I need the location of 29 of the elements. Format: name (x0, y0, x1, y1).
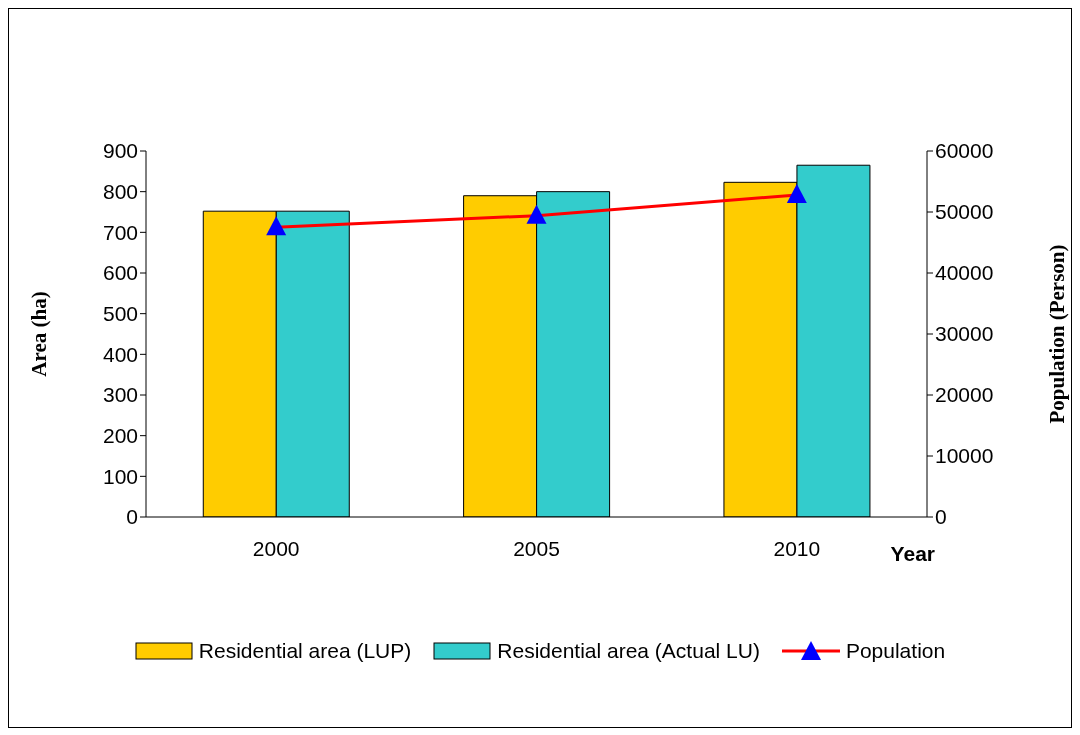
y2-tick-label: 60000 (935, 139, 994, 163)
x-tick-label: 2000 (252, 536, 300, 560)
y-tick-label: 500 (102, 302, 138, 326)
y-tick-label: 600 (102, 261, 138, 285)
y2-tick-label: 50000 (935, 200, 994, 224)
legend-label: Residential area (LUP) (198, 639, 412, 663)
y2-tick-label: 30000 (935, 322, 994, 346)
y2-tick-label: 10000 (935, 444, 994, 468)
y2-axis-title: Population (Person) (1045, 244, 1070, 424)
y-tick-label: 0 (126, 505, 138, 529)
y2-tick-label: 20000 (935, 383, 994, 407)
point (526, 204, 547, 224)
x-tick-label: 2010 (773, 536, 821, 560)
y-tick-label: 800 (102, 180, 138, 204)
y2-tick-label: 40000 (935, 261, 994, 285)
point (266, 216, 287, 236)
y-tick-label: 700 (102, 220, 138, 244)
point (786, 183, 807, 203)
y2-tick-label: 0 (935, 505, 947, 529)
legend-label: Residential area (Actual LU) (497, 639, 760, 663)
y-axis-title: Area (ha) (27, 291, 52, 377)
legend-label: Population (845, 639, 946, 663)
x-tick-label: 2005 (513, 536, 560, 560)
y-tick-label: 300 (102, 383, 138, 407)
y-tick-label: 200 (102, 424, 138, 448)
x-axis-title: Year (890, 542, 935, 565)
y-tick-label: 400 (102, 342, 138, 366)
y-tick-label: 900 (102, 139, 138, 163)
y-tick-label: 100 (102, 464, 138, 488)
